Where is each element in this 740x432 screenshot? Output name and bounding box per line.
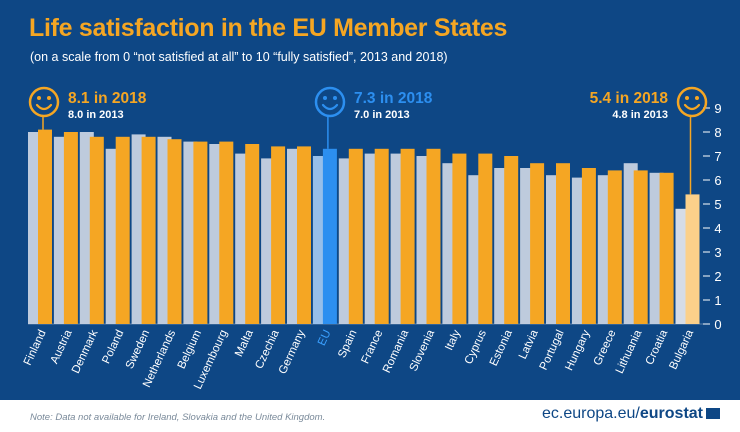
bar-2018 [89, 136, 104, 324]
callout-value-2018: 5.4 in 2018 [590, 90, 669, 107]
smiley-eye [333, 96, 337, 100]
bar-2018 [38, 129, 52, 324]
bar-2018 [556, 163, 570, 324]
bar-2018 [400, 148, 415, 324]
bar-2018 [659, 172, 674, 324]
x-tick-label: EU [316, 328, 334, 348]
bar-2018 [374, 148, 389, 324]
x-tick-label: Latvia [517, 328, 541, 361]
x-tick-label: Bulgaria [668, 328, 697, 372]
callout-value-2013: 4.8 in 2013 [612, 109, 668, 121]
x-tick-label: Greece [592, 328, 619, 367]
x-tick-label: Denmark [70, 328, 101, 376]
bar-2018 [581, 168, 596, 324]
bar-2018 [478, 153, 493, 324]
x-tick-label: Italy [443, 328, 463, 352]
bar-2018 [167, 139, 182, 324]
smiley-face-icon [314, 86, 346, 118]
y-tick-label: 4 [714, 221, 721, 236]
x-tick-label: Lithuania [614, 328, 645, 376]
bar-2018 [452, 153, 467, 324]
brand-name: eurostat [639, 405, 703, 422]
chart-title: Life satisfaction in the EU Member State… [29, 14, 508, 42]
x-tick-label: Spain [336, 328, 359, 360]
y-tick-label: 2 [714, 269, 721, 284]
bar-2018 [271, 146, 286, 324]
eu-flag-icon [706, 408, 720, 419]
bar-2018 [685, 194, 700, 324]
chart-subtitle: (on a scale from 0 “not satisfied at all… [30, 50, 448, 64]
x-tick-label: Portugal [538, 328, 567, 372]
smiley-mouth [35, 103, 53, 111]
x-tick-label: Croatia [644, 328, 671, 367]
smiley-eye [37, 96, 41, 100]
smiley-eye [323, 96, 327, 100]
smiley-mouth [683, 103, 701, 111]
y-tick-label: 8 [714, 125, 721, 140]
x-tick-label: Sweden [124, 328, 152, 371]
bar-2018 [219, 141, 234, 324]
eurostat-brand[interactable]: ec.europa.eu/eurostat [542, 405, 720, 423]
callout-value-2018: 7.3 in 2018 [354, 90, 433, 107]
bar-2018 [426, 148, 441, 324]
bar-2018 [530, 163, 545, 324]
x-tick-label: Finland [22, 328, 49, 367]
smiley-face-icon [676, 86, 708, 118]
smiley-face-icon [28, 86, 60, 118]
y-tick-label: 5 [714, 197, 721, 212]
x-tick-label: Cyprus [463, 328, 489, 366]
bar-2018 [607, 170, 622, 324]
x-tick-label: Austria [49, 328, 75, 366]
y-tick-label: 1 [714, 293, 721, 308]
bar-2018 [141, 136, 156, 324]
x-tick-label: Estonia [488, 328, 515, 368]
smiley-eye [695, 96, 699, 100]
brand-domain: ec.europa.eu/ [542, 405, 640, 422]
bar-2018 [115, 136, 130, 324]
bar-2018 [245, 144, 260, 324]
callout-value-2013: 7.0 in 2013 [354, 109, 410, 121]
bar-2018 [297, 146, 311, 324]
x-tick-label: Czechia [253, 328, 282, 371]
y-tick-label: 7 [714, 149, 721, 164]
x-tick-label: Poland [100, 328, 126, 366]
y-tick-label: 0 [714, 317, 721, 332]
smiley-eye [685, 96, 689, 100]
x-tick-label: France [359, 328, 385, 366]
x-tick-label: Germany [277, 328, 308, 376]
y-tick-label: 6 [714, 173, 721, 188]
bar-2018 [322, 148, 337, 324]
x-tick-label: Slovenia [408, 328, 438, 374]
x-tick-label: Belgium [176, 328, 204, 371]
callout-value-2013: 8.0 in 2013 [68, 109, 124, 121]
y-tick-label: 9 [714, 101, 721, 116]
x-tick-label: Hungary [563, 328, 592, 373]
smiley-mouth [321, 103, 339, 111]
callout-value-2018: 8.1 in 2018 [68, 90, 147, 107]
x-tick-label: Malta [233, 328, 256, 359]
bar-2018 [633, 170, 648, 324]
bar-2018 [348, 148, 363, 324]
smiley-eye [47, 96, 51, 100]
bar-2018 [504, 156, 519, 324]
y-tick-label: 3 [714, 245, 721, 260]
bar-2018 [63, 132, 78, 324]
bar-2018 [193, 141, 208, 324]
footnote: Note: Data not available for Ireland, Sl… [30, 412, 326, 423]
